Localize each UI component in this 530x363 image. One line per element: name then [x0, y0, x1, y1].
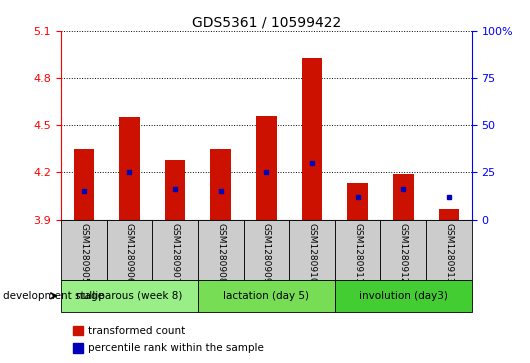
Bar — [74, 149, 94, 220]
Text: GSM1280905: GSM1280905 — [80, 223, 89, 283]
Bar — [256, 116, 277, 220]
Text: percentile rank within the sample: percentile rank within the sample — [88, 343, 264, 353]
Text: involution (day3): involution (day3) — [359, 291, 448, 301]
Bar — [61, 220, 107, 280]
Title: GDS5361 / 10599422: GDS5361 / 10599422 — [192, 16, 341, 30]
Bar — [289, 220, 335, 280]
Bar — [107, 220, 152, 280]
Text: GSM1280908: GSM1280908 — [216, 223, 225, 283]
Text: lactation (day 5): lactation (day 5) — [223, 291, 310, 301]
Bar — [198, 220, 243, 280]
Text: development stage: development stage — [3, 291, 104, 301]
Bar — [119, 117, 140, 220]
Text: GSM1280912: GSM1280912 — [399, 223, 408, 283]
Bar — [152, 220, 198, 280]
Bar — [439, 209, 459, 220]
Bar — [165, 160, 186, 220]
Bar — [243, 220, 289, 280]
Bar — [335, 220, 381, 280]
Bar — [393, 174, 413, 220]
Text: GSM1280907: GSM1280907 — [171, 223, 180, 283]
Text: GSM1280909: GSM1280909 — [262, 223, 271, 283]
Text: transformed count: transformed count — [88, 326, 185, 336]
Text: GSM1280913: GSM1280913 — [444, 223, 453, 283]
Bar — [381, 220, 426, 280]
Bar — [73, 343, 83, 353]
Text: GSM1280910: GSM1280910 — [307, 223, 316, 283]
Bar — [73, 326, 83, 335]
Bar — [302, 58, 322, 220]
Text: nulliparous (week 8): nulliparous (week 8) — [76, 291, 183, 301]
Bar — [347, 183, 368, 220]
Text: GSM1280911: GSM1280911 — [353, 223, 362, 283]
Bar — [61, 280, 198, 312]
Bar — [335, 280, 472, 312]
Bar — [426, 220, 472, 280]
Bar — [210, 149, 231, 220]
Bar — [198, 280, 335, 312]
Text: GSM1280906: GSM1280906 — [125, 223, 134, 283]
